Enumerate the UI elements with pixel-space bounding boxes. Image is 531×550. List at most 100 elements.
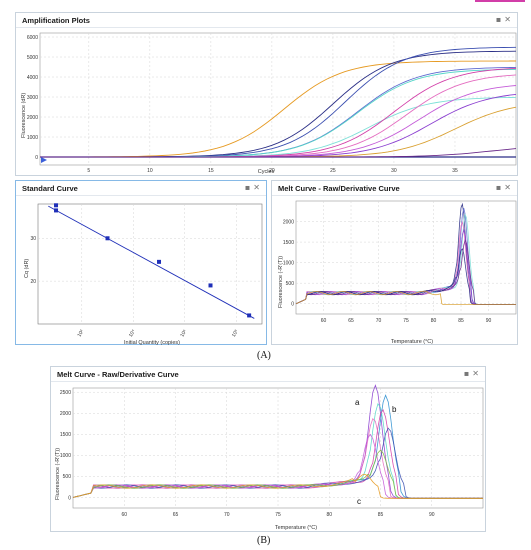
minimize-icon[interactable]: ▪ <box>495 183 502 192</box>
y-tick-label: 1000 <box>283 260 294 266</box>
melt-curve-chart-a: Fluorescence (-R'(T)) Temperature (°C) 2… <box>278 200 517 345</box>
melt-curve <box>72 473 483 499</box>
annotation-c: c <box>357 497 361 506</box>
close-icon[interactable]: ✕ <box>253 183 260 192</box>
y-tick-label: 30 <box>30 236 36 242</box>
y-tick-label: 2500 <box>60 390 71 396</box>
x-tick-label: 10⁶ <box>179 329 188 339</box>
y-tick-label: 5000 <box>27 55 38 61</box>
y-tick-label: 1000 <box>27 135 38 141</box>
y-tick-label: 4000 <box>27 75 38 81</box>
amplification-curve <box>40 93 517 158</box>
standard-curve-chart: Cq (dR) Initial Quantity (copies) 30 20 10… <box>24 203 263 346</box>
x-axis-label: Temperature (°C) <box>275 525 317 531</box>
x-tick-label: 80 <box>431 318 437 324</box>
y-axis-label: Fluorescence (dR) <box>21 93 27 138</box>
caption-b: (B) <box>257 535 271 546</box>
minimize-icon[interactable]: ▪ <box>244 183 251 192</box>
x-tick-label: 10 <box>147 168 153 174</box>
standard-point <box>157 259 162 264</box>
amplification-curve <box>40 148 517 158</box>
x-tick-label: 65 <box>173 512 179 518</box>
y-tick-label: 2000 <box>27 115 38 121</box>
plot-frame <box>37 203 263 325</box>
close-icon[interactable]: ✕ <box>504 183 511 192</box>
y-tick-label: 500 <box>286 281 295 287</box>
x-tick-label: 10⁸ <box>231 329 240 339</box>
x-tick-label: 90 <box>486 318 492 324</box>
amplification-curve <box>40 46 517 158</box>
x-tick-label: 90 <box>429 512 435 518</box>
x-tick-label: 85 <box>378 512 384 518</box>
y-tick-label: 0 <box>35 155 38 161</box>
standard-point <box>54 208 59 213</box>
x-tick-label: 5 <box>87 168 90 174</box>
y-tick-label: 1500 <box>283 240 294 246</box>
y-tick-label: 1000 <box>60 453 71 459</box>
annotation-a: a <box>355 398 360 407</box>
y-tick-label: 2000 <box>60 411 71 417</box>
pink-accent-line <box>475 0 525 2</box>
y-tick-label: 500 <box>63 474 72 480</box>
y-tick-label: 0 <box>68 495 71 501</box>
amplification-curve <box>40 96 517 158</box>
melt-curve <box>72 394 483 499</box>
x-tick-label: 60 <box>321 318 327 324</box>
panel-title: Melt Curve - Raw/Derivative Curve <box>278 184 400 193</box>
melt-curve-panel-a: Melt Curve - Raw/Derivative Curve ▪ ✕ Flu… <box>271 180 518 345</box>
y-tick-label: 6000 <box>27 35 38 41</box>
standard-point <box>208 283 213 288</box>
x-tick-label: 15 <box>208 168 214 174</box>
x-tick-label: 80 <box>326 512 332 518</box>
y-tick-label: 1500 <box>60 432 71 438</box>
standard-point <box>54 203 59 208</box>
caption-a: (A) <box>257 350 271 361</box>
y-axis-label: Cq (dR) <box>24 259 30 278</box>
melt-curve-chart-b: Fluorescence (-R'(T)) Temperature (°C) 2… <box>55 384 484 531</box>
y-tick-label: 0 <box>291 302 294 308</box>
amplification-curve <box>40 106 517 158</box>
amplification-plots-panel: Amplification Plots ▪ ✕ Fluorescence (dR)… <box>15 12 518 176</box>
threshold-marker[interactable] <box>41 157 47 163</box>
x-tick-label: 25 <box>330 168 336 174</box>
x-tick-label: 10² <box>76 329 85 339</box>
melt-curve <box>295 290 516 305</box>
x-tick-label: 65 <box>348 318 354 324</box>
y-tick-label: 2000 <box>283 219 294 225</box>
y-tick-label: 3000 <box>27 95 38 101</box>
standard-point <box>105 236 110 241</box>
amplification-curve <box>40 67 517 158</box>
close-icon[interactable]: ✕ <box>504 15 511 24</box>
melt-curve-panel-b: Melt Curve - Raw/Derivative Curve ▪ ✕ Flu… <box>50 366 486 532</box>
close-icon[interactable]: ✕ <box>472 369 479 378</box>
x-tick-label: 85 <box>458 318 464 324</box>
x-axis-label: Temperature (°C) <box>391 339 433 345</box>
panel-title: Melt Curve - Raw/Derivative Curve <box>57 370 179 379</box>
panel-title: Amplification Plots <box>22 16 90 25</box>
x-axis-label: Cycles <box>258 169 275 175</box>
regression-line <box>48 205 255 319</box>
standard-point <box>247 313 252 318</box>
x-tick-label: 70 <box>376 318 382 324</box>
minimize-icon[interactable]: ▪ <box>495 15 502 24</box>
x-tick-label: 70 <box>224 512 230 518</box>
x-tick-label: 60 <box>121 512 127 518</box>
x-axis-label: Initial Quantity (copies) <box>124 340 180 346</box>
x-tick-label: 20 <box>269 168 275 174</box>
annotation-b: b <box>392 405 397 414</box>
panel-title: Standard Curve <box>22 184 78 193</box>
x-tick-label: 30 <box>391 168 397 174</box>
x-tick-label: 10⁴ <box>128 329 137 339</box>
x-tick-label: 75 <box>275 512 281 518</box>
amplification-curve <box>40 85 517 158</box>
plot-frame <box>39 32 517 166</box>
standard-curve-panel: Standard Curve ▪ ✕ Cq (dR) Initial Quanti… <box>15 180 267 346</box>
minimize-icon[interactable]: ▪ <box>463 369 470 378</box>
y-axis-label: Fluorescence (-R'(T)) <box>55 448 61 500</box>
amplification-curve <box>40 68 517 158</box>
x-tick-label: 35 <box>452 168 458 174</box>
x-tick-label: 75 <box>403 318 409 324</box>
y-axis-label: Fluorescence (-R'(T)) <box>278 256 284 308</box>
amplification-chart: Fluorescence (dR) Cycles 600050004000300… <box>21 32 517 175</box>
y-tick-label: 20 <box>30 279 36 285</box>
